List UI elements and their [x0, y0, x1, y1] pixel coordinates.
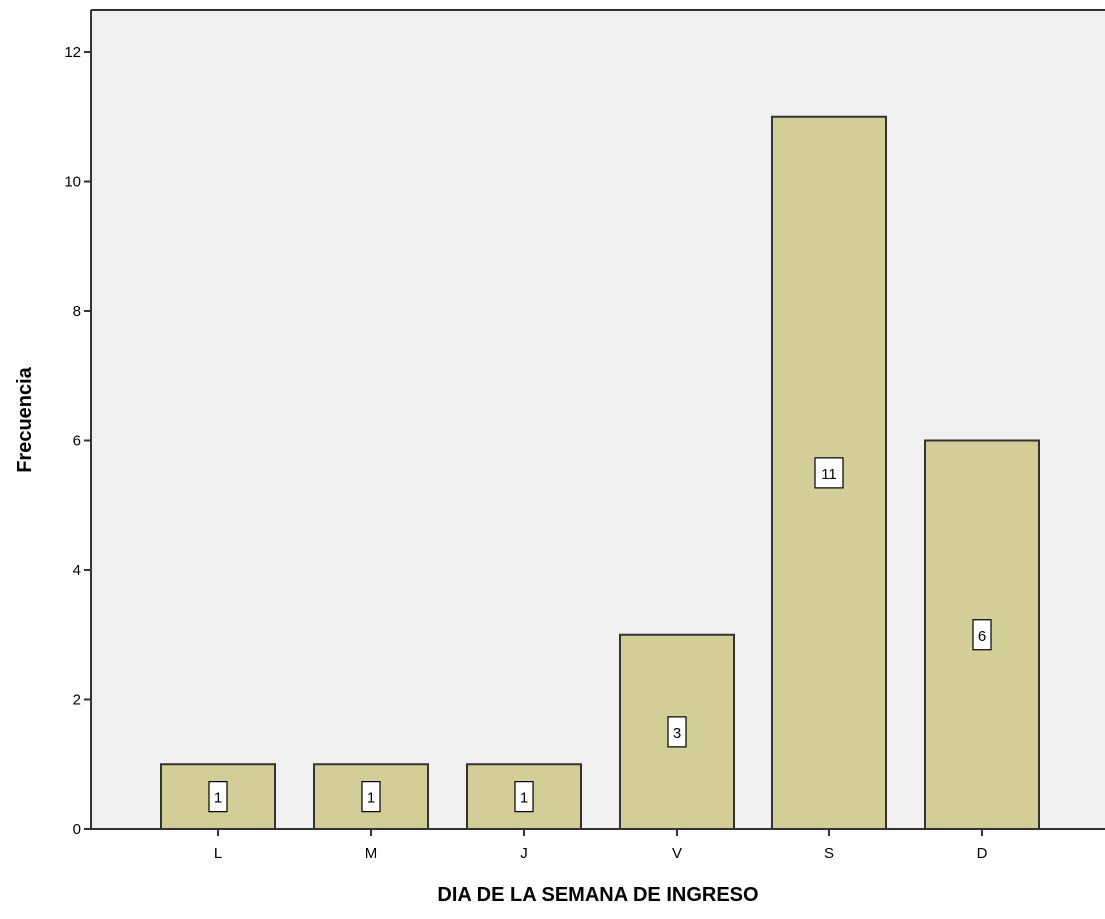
- data-label-box: [972, 619, 992, 651]
- x-tick-label: L: [214, 845, 222, 862]
- data-label-box: [514, 781, 534, 813]
- data-label-box: [208, 781, 228, 813]
- y-tick-label: 4: [73, 562, 81, 579]
- data-label-S: 11: [814, 457, 844, 489]
- y-axis-title: Frecuencia: [14, 366, 36, 472]
- data-label-V: 3: [667, 716, 687, 748]
- data-label-M: 1: [361, 781, 381, 813]
- y-axis-ticks: 0 2 4 6 8 10 12: [64, 44, 91, 838]
- y-tick-label: 12: [64, 44, 81, 61]
- y-tick-label: 6: [73, 433, 81, 450]
- data-label-value: 6: [978, 628, 986, 645]
- x-tick-label: V: [672, 845, 682, 862]
- data-label-box: [667, 716, 687, 748]
- data-label-value: 3: [673, 725, 681, 742]
- y-tick-label: 10: [64, 174, 81, 191]
- x-tick-label: M: [365, 845, 378, 862]
- data-label-D: 6: [972, 619, 992, 651]
- data-label-L: 1: [208, 781, 228, 813]
- axes: [90, 9, 1105, 830]
- y-tick-label: 2: [73, 692, 81, 709]
- data-label-box: [361, 781, 381, 813]
- data-label-value: 1: [520, 790, 528, 807]
- data-label-value: 1: [214, 790, 222, 807]
- data-label-box: [814, 457, 844, 489]
- y-tick-label: 0: [73, 821, 81, 838]
- data-label-value: 11: [821, 466, 837, 483]
- data-label-J: 1: [514, 781, 534, 813]
- x-tick-label: D: [977, 845, 988, 862]
- x-axis-title: DIA DE LA SEMANA DE INGRESO: [437, 884, 758, 906]
- x-tick-label: S: [824, 845, 834, 862]
- x-tick-label: J: [520, 845, 528, 862]
- y-tick-label: 8: [73, 303, 81, 320]
- data-label-value: 1: [367, 790, 375, 807]
